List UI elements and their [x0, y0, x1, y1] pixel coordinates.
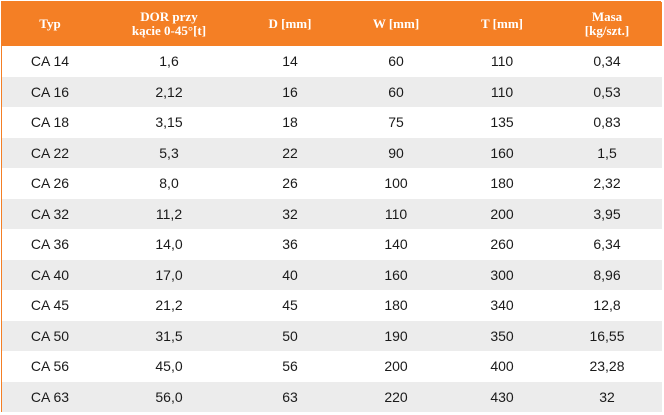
cell-masa: 2,32	[593, 175, 621, 192]
cell-d: 63	[282, 388, 298, 405]
table-row: CA 56 45,0 56 200 400 23,28	[2, 351, 662, 382]
cell-t: 430	[490, 388, 514, 405]
cell-w: 110	[384, 205, 408, 222]
cell-typ: CA 16	[30, 83, 70, 100]
cell-w: 180	[384, 297, 408, 314]
cell-t: 300	[490, 266, 514, 283]
cell-d: 16	[282, 83, 298, 100]
cell-t: 260	[490, 236, 514, 253]
cell-dor: 17,0	[155, 266, 183, 283]
cell-t: 200	[490, 205, 514, 222]
cell-typ: CA 22	[30, 144, 70, 161]
cell-masa: 16,55	[589, 327, 625, 344]
cell-dor: 5,3	[159, 144, 179, 161]
header-typ: Typ	[39, 16, 61, 31]
cell-d: 36	[282, 236, 298, 253]
cell-w: 75	[388, 114, 404, 131]
table-row: CA 36 14,0 36 140 260 6,34	[2, 229, 662, 260]
cell-t: 350	[490, 327, 514, 344]
cell-masa: 0,83	[593, 114, 621, 131]
table-row: CA 16 2,12 16 60 110 0,53	[2, 76, 662, 107]
cell-dor: 31,5	[155, 327, 183, 344]
cell-typ: CA 14	[30, 53, 70, 70]
cell-w: 160	[384, 266, 408, 283]
cell-dor: 1,6	[159, 53, 179, 70]
cell-masa: 6,34	[593, 236, 621, 253]
cell-d: 14	[282, 53, 298, 70]
cell-dor: 14,0	[155, 236, 183, 253]
cell-typ: CA 40	[30, 266, 70, 283]
cell-masa: 3,95	[593, 205, 621, 222]
cell-dor: 21,2	[155, 297, 183, 314]
table-row: CA 45 21,2 45 180 340 12,8	[2, 290, 662, 321]
table-row: CA 22 5,3 22 90 160 1,5	[2, 137, 662, 168]
table-row: CA 14 1,6 14 60 110 0,34	[2, 46, 662, 77]
table-row: CA 63 56,0 63 220 430 32	[2, 381, 662, 412]
cell-w: 140	[384, 236, 408, 253]
cell-masa: 8,96	[593, 266, 621, 283]
cell-masa: 0,34	[593, 53, 621, 70]
cell-masa: 32	[599, 388, 615, 405]
cell-t: 160	[490, 144, 514, 161]
header-w: W [mm]	[372, 16, 420, 31]
cell-t: 340	[490, 297, 514, 314]
cell-t: 110	[490, 83, 514, 100]
cell-w: 220	[384, 388, 408, 405]
cell-d: 32	[282, 205, 298, 222]
table-row: CA 18 3,15 18 75 135 0,83	[2, 107, 662, 138]
cell-typ: CA 32	[30, 205, 70, 222]
cell-w: 100	[384, 175, 408, 192]
cell-dor: 2,12	[155, 83, 183, 100]
cell-d: 50	[282, 327, 298, 344]
cell-dor: 8,0	[159, 175, 179, 192]
cell-w: 60	[388, 53, 404, 70]
cell-t: 400	[490, 358, 514, 375]
cell-dor: 56,0	[155, 388, 183, 405]
header-t: T [mm]	[480, 16, 523, 31]
cell-w: 60	[388, 83, 404, 100]
cell-typ: CA 26	[30, 175, 70, 192]
cell-d: 26	[282, 175, 298, 192]
cell-t: 110	[490, 53, 514, 70]
cell-masa: 23,28	[589, 358, 625, 375]
cell-typ: CA 56	[30, 358, 70, 375]
cell-typ: CA 36	[30, 236, 70, 253]
header-masa: Masa [kg/szt.]	[584, 9, 630, 38]
cell-w: 90	[388, 144, 404, 161]
header-d: D [mm]	[268, 16, 312, 31]
cell-w: 200	[384, 358, 408, 375]
table-row: CA 50 31,5 50 190 350 16,55	[2, 320, 662, 351]
table-row: CA 32 11,2 32 110 200 3,95	[2, 198, 662, 229]
table-header: Typ DOR przy kącie 0-45°[t] D [mm] W [mm…	[2, 2, 662, 46]
cell-dor: 45,0	[155, 358, 183, 375]
cell-d: 18	[282, 114, 298, 131]
table-row: CA 40 17,0 40 160 300 8,96	[2, 259, 662, 290]
cell-d: 40	[282, 266, 298, 283]
header-row: Typ DOR przy kącie 0-45°[t] D [mm] W [mm…	[2, 2, 662, 46]
cell-t: 135	[490, 114, 514, 131]
cell-typ: CA 50	[30, 327, 70, 344]
cell-typ: CA 63	[30, 388, 70, 405]
cell-typ: CA 45	[30, 297, 70, 314]
cell-masa: 12,8	[593, 297, 621, 314]
cell-d: 56	[282, 358, 298, 375]
header-dor: DOR przy kącie 0-45°[t]	[131, 9, 207, 38]
cell-dor: 3,15	[155, 114, 183, 131]
cell-w: 190	[384, 327, 408, 344]
cell-t: 180	[490, 175, 514, 192]
cell-dor: 11,2	[155, 205, 183, 222]
table-body: CA 14 1,6 14 60 110 0,34 CA 16 2,12 16 60 110 0,53 C…	[2, 46, 662, 412]
cell-masa: 1,5	[597, 144, 617, 161]
cell-typ: CA 18	[30, 114, 70, 131]
cell-masa: 0,53	[593, 83, 621, 100]
table-row: CA 26 8,0 26 100 180 2,32	[2, 168, 662, 199]
cell-d: 45	[282, 297, 298, 314]
cell-d: 22	[282, 144, 298, 161]
